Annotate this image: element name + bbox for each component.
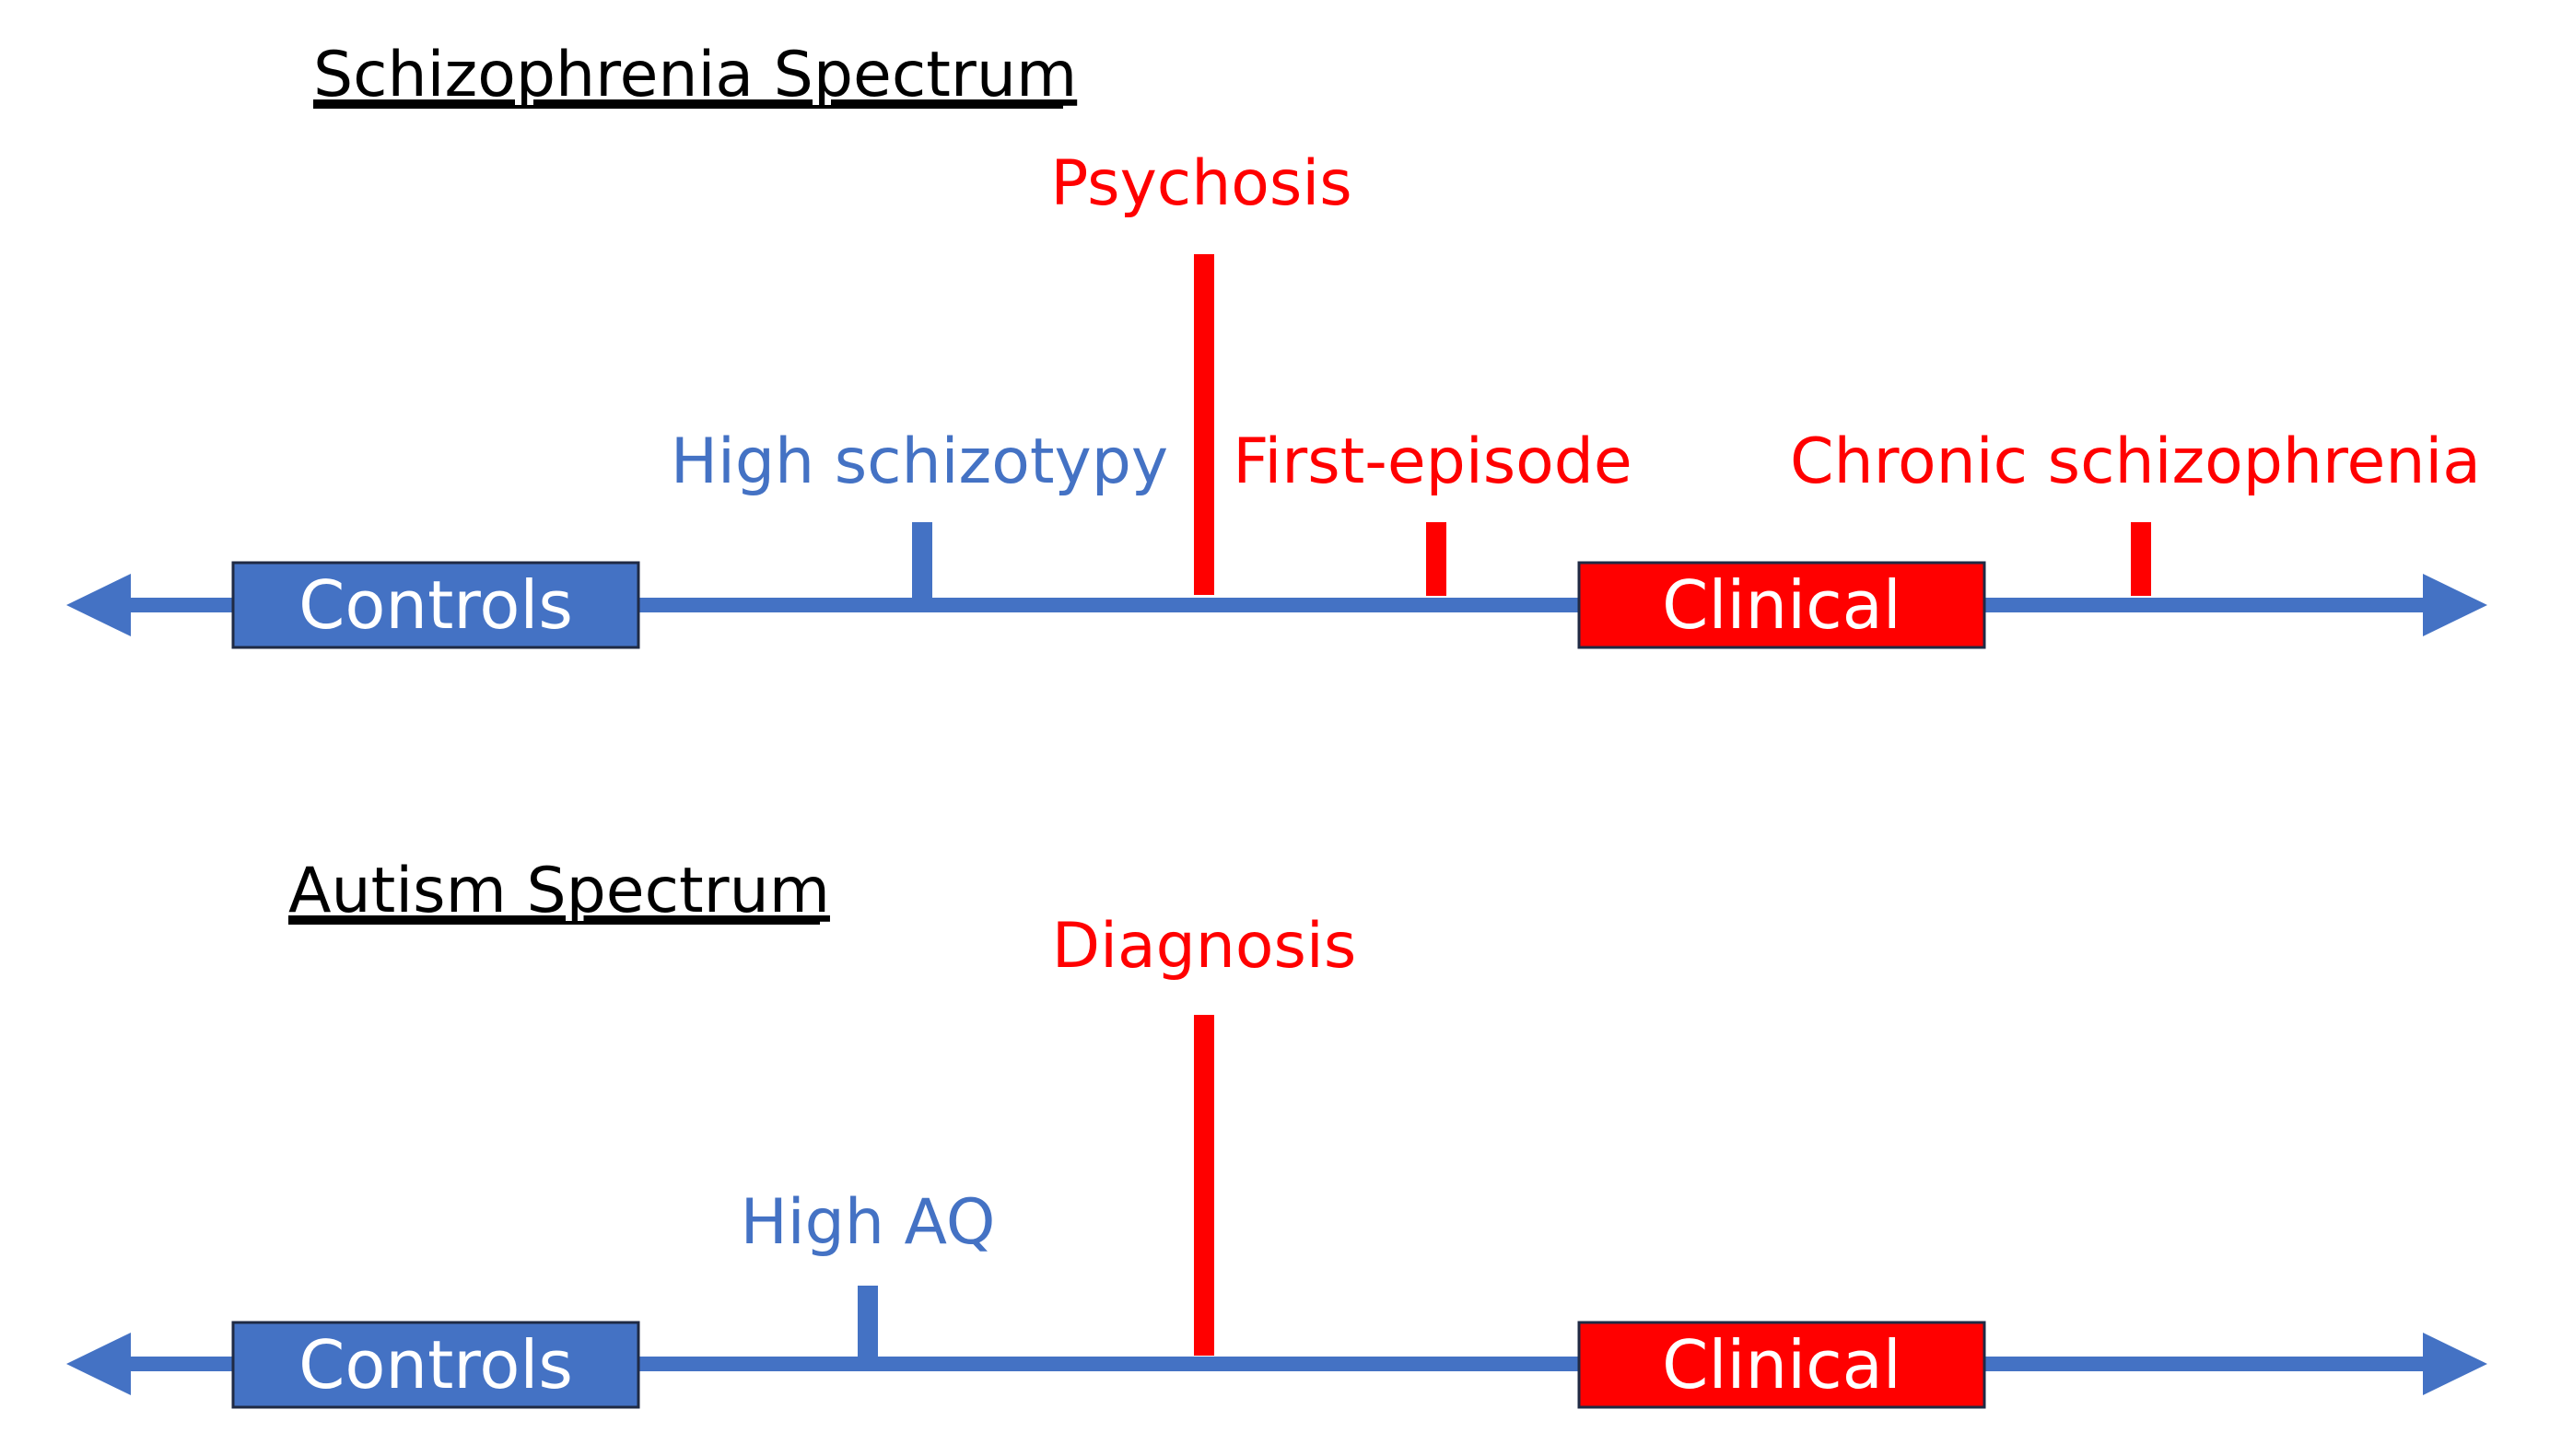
- diagnosis-tick: [1194, 1015, 1214, 1356]
- schizophrenia-clinical-label: Clinical: [1662, 566, 1901, 644]
- diagnosis-label: Diagnosis: [1052, 910, 1357, 983]
- autism-clinical-label: Clinical: [1662, 1326, 1901, 1404]
- schizophrenia-left-arrow-icon: [66, 574, 131, 636]
- autism-spectrum-panel: Autism Spectrum Controls Clinical High A…: [66, 855, 2487, 1409]
- first-episode-label: First-episode: [1233, 425, 1632, 498]
- autism-right-arrow-icon: [2423, 1333, 2487, 1395]
- autism-clinical-box: [1577, 1321, 1986, 1409]
- psychosis-tick: [1194, 254, 1214, 595]
- schizophrenia-controls-label: Controls: [298, 566, 573, 644]
- schizophrenia-spectrum-panel: Schizophrenia Spectrum Controls Clinical…: [66, 39, 2487, 649]
- high-schizotypy-tick: [912, 522, 932, 600]
- schizophrenia-clinical-box: [1577, 561, 1986, 649]
- schizophrenia-controls-box: [231, 561, 640, 649]
- high-schizotypy-label: High schizotypy: [671, 425, 1168, 498]
- schizophrenia-title: Schizophrenia Spectrum: [313, 39, 1077, 111]
- high-aq-label: High AQ: [741, 1186, 996, 1259]
- psychosis-label: Psychosis: [1050, 147, 1351, 220]
- chronic-schizophrenia-label: Chronic schizophrenia: [1790, 425, 2481, 498]
- chronic-schizophrenia-tick: [2131, 522, 2151, 596]
- autism-title: Autism Spectrum: [288, 855, 830, 927]
- autism-controls-label: Controls: [298, 1326, 573, 1404]
- autism-controls-box: [231, 1321, 640, 1409]
- first-episode-tick: [1426, 522, 1446, 596]
- schizophrenia-right-arrow-icon: [2423, 574, 2487, 636]
- autism-left-arrow-icon: [66, 1333, 131, 1395]
- high-aq-tick: [858, 1286, 878, 1359]
